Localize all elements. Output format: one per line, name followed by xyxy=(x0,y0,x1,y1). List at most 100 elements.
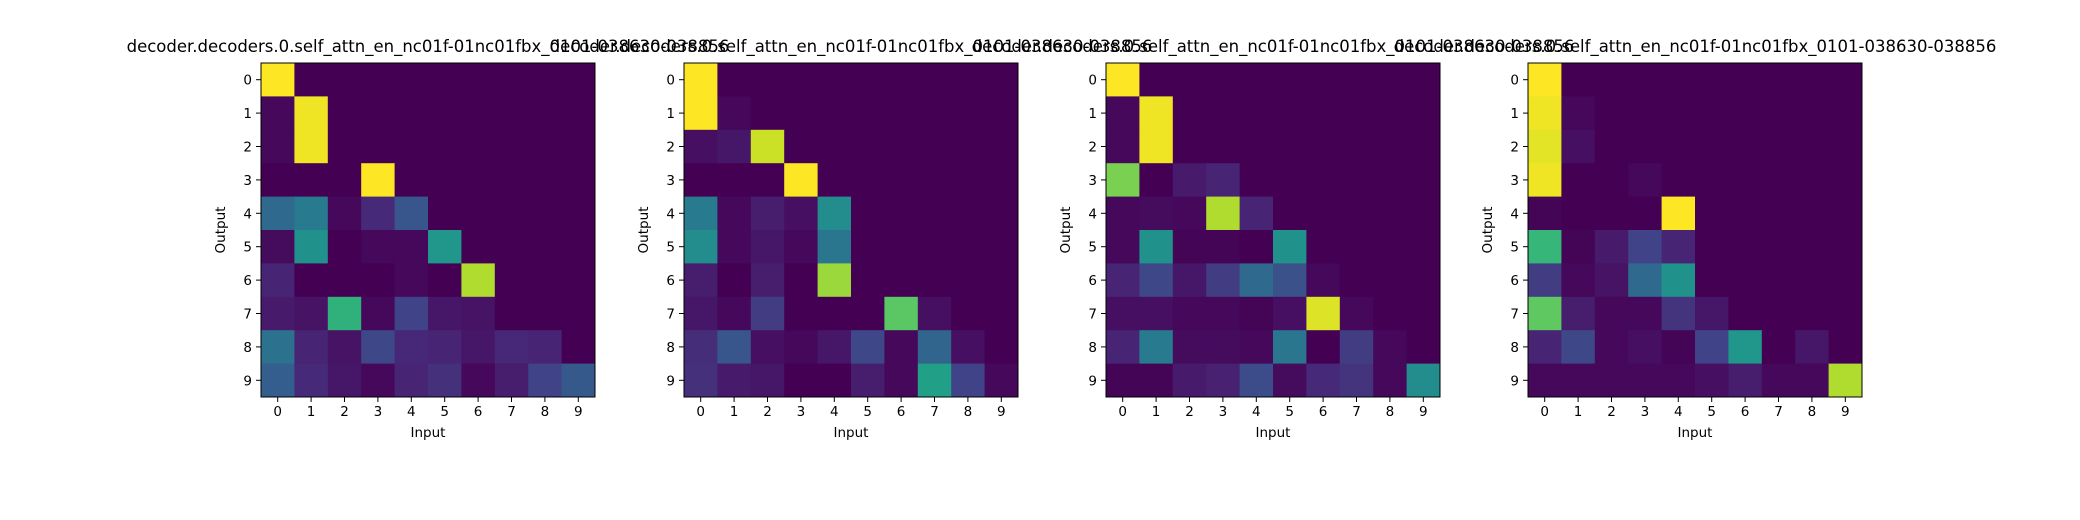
heatmap-cell xyxy=(1528,96,1562,131)
heatmap-cell xyxy=(1106,63,1140,97)
heatmap-cell xyxy=(1594,263,1629,298)
heatmap-cell xyxy=(784,330,818,364)
heatmap-cell xyxy=(1795,330,1829,364)
heatmap-cell xyxy=(1695,96,1729,131)
heatmap-cell xyxy=(884,296,919,331)
heatmap-cell xyxy=(1273,163,1307,197)
heatmap-cell xyxy=(361,63,395,97)
heatmap-cell xyxy=(1373,96,1407,131)
heatmap-cell xyxy=(684,230,718,264)
heatmap-cell xyxy=(1206,96,1240,131)
heatmap-cell xyxy=(1206,63,1240,97)
heatmap-cell xyxy=(1172,363,1207,398)
heatmap-cell xyxy=(561,330,596,364)
heatmap-cell xyxy=(1728,230,1763,264)
x-tick-label: 9 xyxy=(574,404,583,420)
heatmap-cell xyxy=(817,363,852,398)
heatmap-cell xyxy=(1828,296,1863,331)
heatmap-cell xyxy=(1239,296,1274,331)
heatmap-cell xyxy=(528,129,562,164)
heatmap-cell xyxy=(428,196,462,231)
heatmap-cell xyxy=(294,196,329,231)
heatmap-cell xyxy=(294,96,329,131)
heatmap-cell xyxy=(984,96,1019,131)
heatmap-cell xyxy=(1561,296,1596,331)
heatmap-cell xyxy=(261,63,295,97)
heatmap-cell xyxy=(1106,296,1140,331)
heatmap-cell xyxy=(717,363,752,398)
x-tick-label: 8 xyxy=(541,404,550,420)
heatmap-cell xyxy=(1239,129,1274,164)
y-tick-label: 9 xyxy=(1510,373,1519,389)
heatmap-cell xyxy=(851,129,885,164)
heatmap-cell xyxy=(327,63,362,97)
heatmap-cell xyxy=(1139,63,1174,97)
heatmap-cell xyxy=(1373,263,1407,298)
heatmap-cell xyxy=(817,196,852,231)
y-tick-label: 5 xyxy=(243,240,252,256)
heatmap-cell xyxy=(1373,63,1407,97)
heatmap-cell xyxy=(561,363,596,398)
heatmap-cell xyxy=(1828,263,1863,298)
heatmap-cell xyxy=(951,330,985,364)
heatmap-cell xyxy=(494,363,529,398)
y-axis-label: Output xyxy=(1480,207,1496,254)
heatmap-cell xyxy=(528,96,562,131)
heatmap-cell xyxy=(1206,129,1240,164)
heatmap-cell xyxy=(1273,296,1307,331)
heatmap-cell xyxy=(1628,163,1662,197)
x-tick-label: 0 xyxy=(1118,404,1127,420)
y-tick-label: 0 xyxy=(243,73,252,89)
heatmap-cell xyxy=(884,263,919,298)
y-tick-label: 0 xyxy=(666,73,675,89)
heatmap-cell xyxy=(784,163,818,197)
heatmap-cell xyxy=(1206,230,1240,264)
heatmap-cell xyxy=(1206,196,1240,231)
heatmap-cell xyxy=(1528,296,1562,331)
heatmap-cell xyxy=(784,230,818,264)
heatmap-cell xyxy=(394,129,429,164)
heatmap-cell xyxy=(1172,230,1207,264)
heatmap-cell xyxy=(494,63,529,97)
heatmap-cell xyxy=(784,263,818,298)
x-tick-label: 5 xyxy=(1707,404,1716,420)
heatmap-cell xyxy=(1406,230,1441,264)
heatmap-cell xyxy=(327,263,362,298)
heatmap-cell xyxy=(494,263,529,298)
heatmap-cell xyxy=(261,196,295,231)
heatmap-cell xyxy=(561,296,596,331)
y-tick-label: 1 xyxy=(243,106,252,122)
heatmap-cell xyxy=(951,230,985,264)
heatmap-cell xyxy=(1761,363,1796,398)
heatmap-cell xyxy=(1695,129,1729,164)
heatmap-cell xyxy=(1661,196,1696,231)
heatmap-cell xyxy=(1695,263,1729,298)
x-tick-label: 3 xyxy=(1219,404,1228,420)
heatmap-cell xyxy=(851,330,885,364)
heatmap-cell xyxy=(1273,129,1307,164)
y-tick-label: 7 xyxy=(1088,307,1097,323)
heatmap-cell xyxy=(494,163,529,197)
heatmap-cell xyxy=(327,129,362,164)
heatmap-cell xyxy=(1528,363,1562,398)
heatmap-cell xyxy=(1106,263,1140,298)
x-axis-label: Input xyxy=(1678,425,1713,441)
heatmap-cell xyxy=(750,330,785,364)
heatmap-cell xyxy=(561,63,596,97)
heatmap-cell xyxy=(1206,296,1240,331)
y-tick-label: 3 xyxy=(666,173,675,189)
heatmap-cell xyxy=(1373,330,1407,364)
heatmap-cell xyxy=(684,296,718,331)
heatmap-cell xyxy=(917,63,952,97)
heatmap-cell xyxy=(528,296,562,331)
heatmap-cell xyxy=(717,230,752,264)
heatmap-cell xyxy=(1139,230,1174,264)
heatmap-cell xyxy=(1339,163,1374,197)
heatmap-cell xyxy=(684,263,718,298)
heatmap-cell xyxy=(951,129,985,164)
y-tick-label: 5 xyxy=(666,240,675,256)
heatmap-cell xyxy=(1828,63,1863,97)
heatmap-cell xyxy=(1206,363,1240,398)
heatmap-cell xyxy=(1661,129,1696,164)
heatmap-cell xyxy=(1828,330,1863,364)
